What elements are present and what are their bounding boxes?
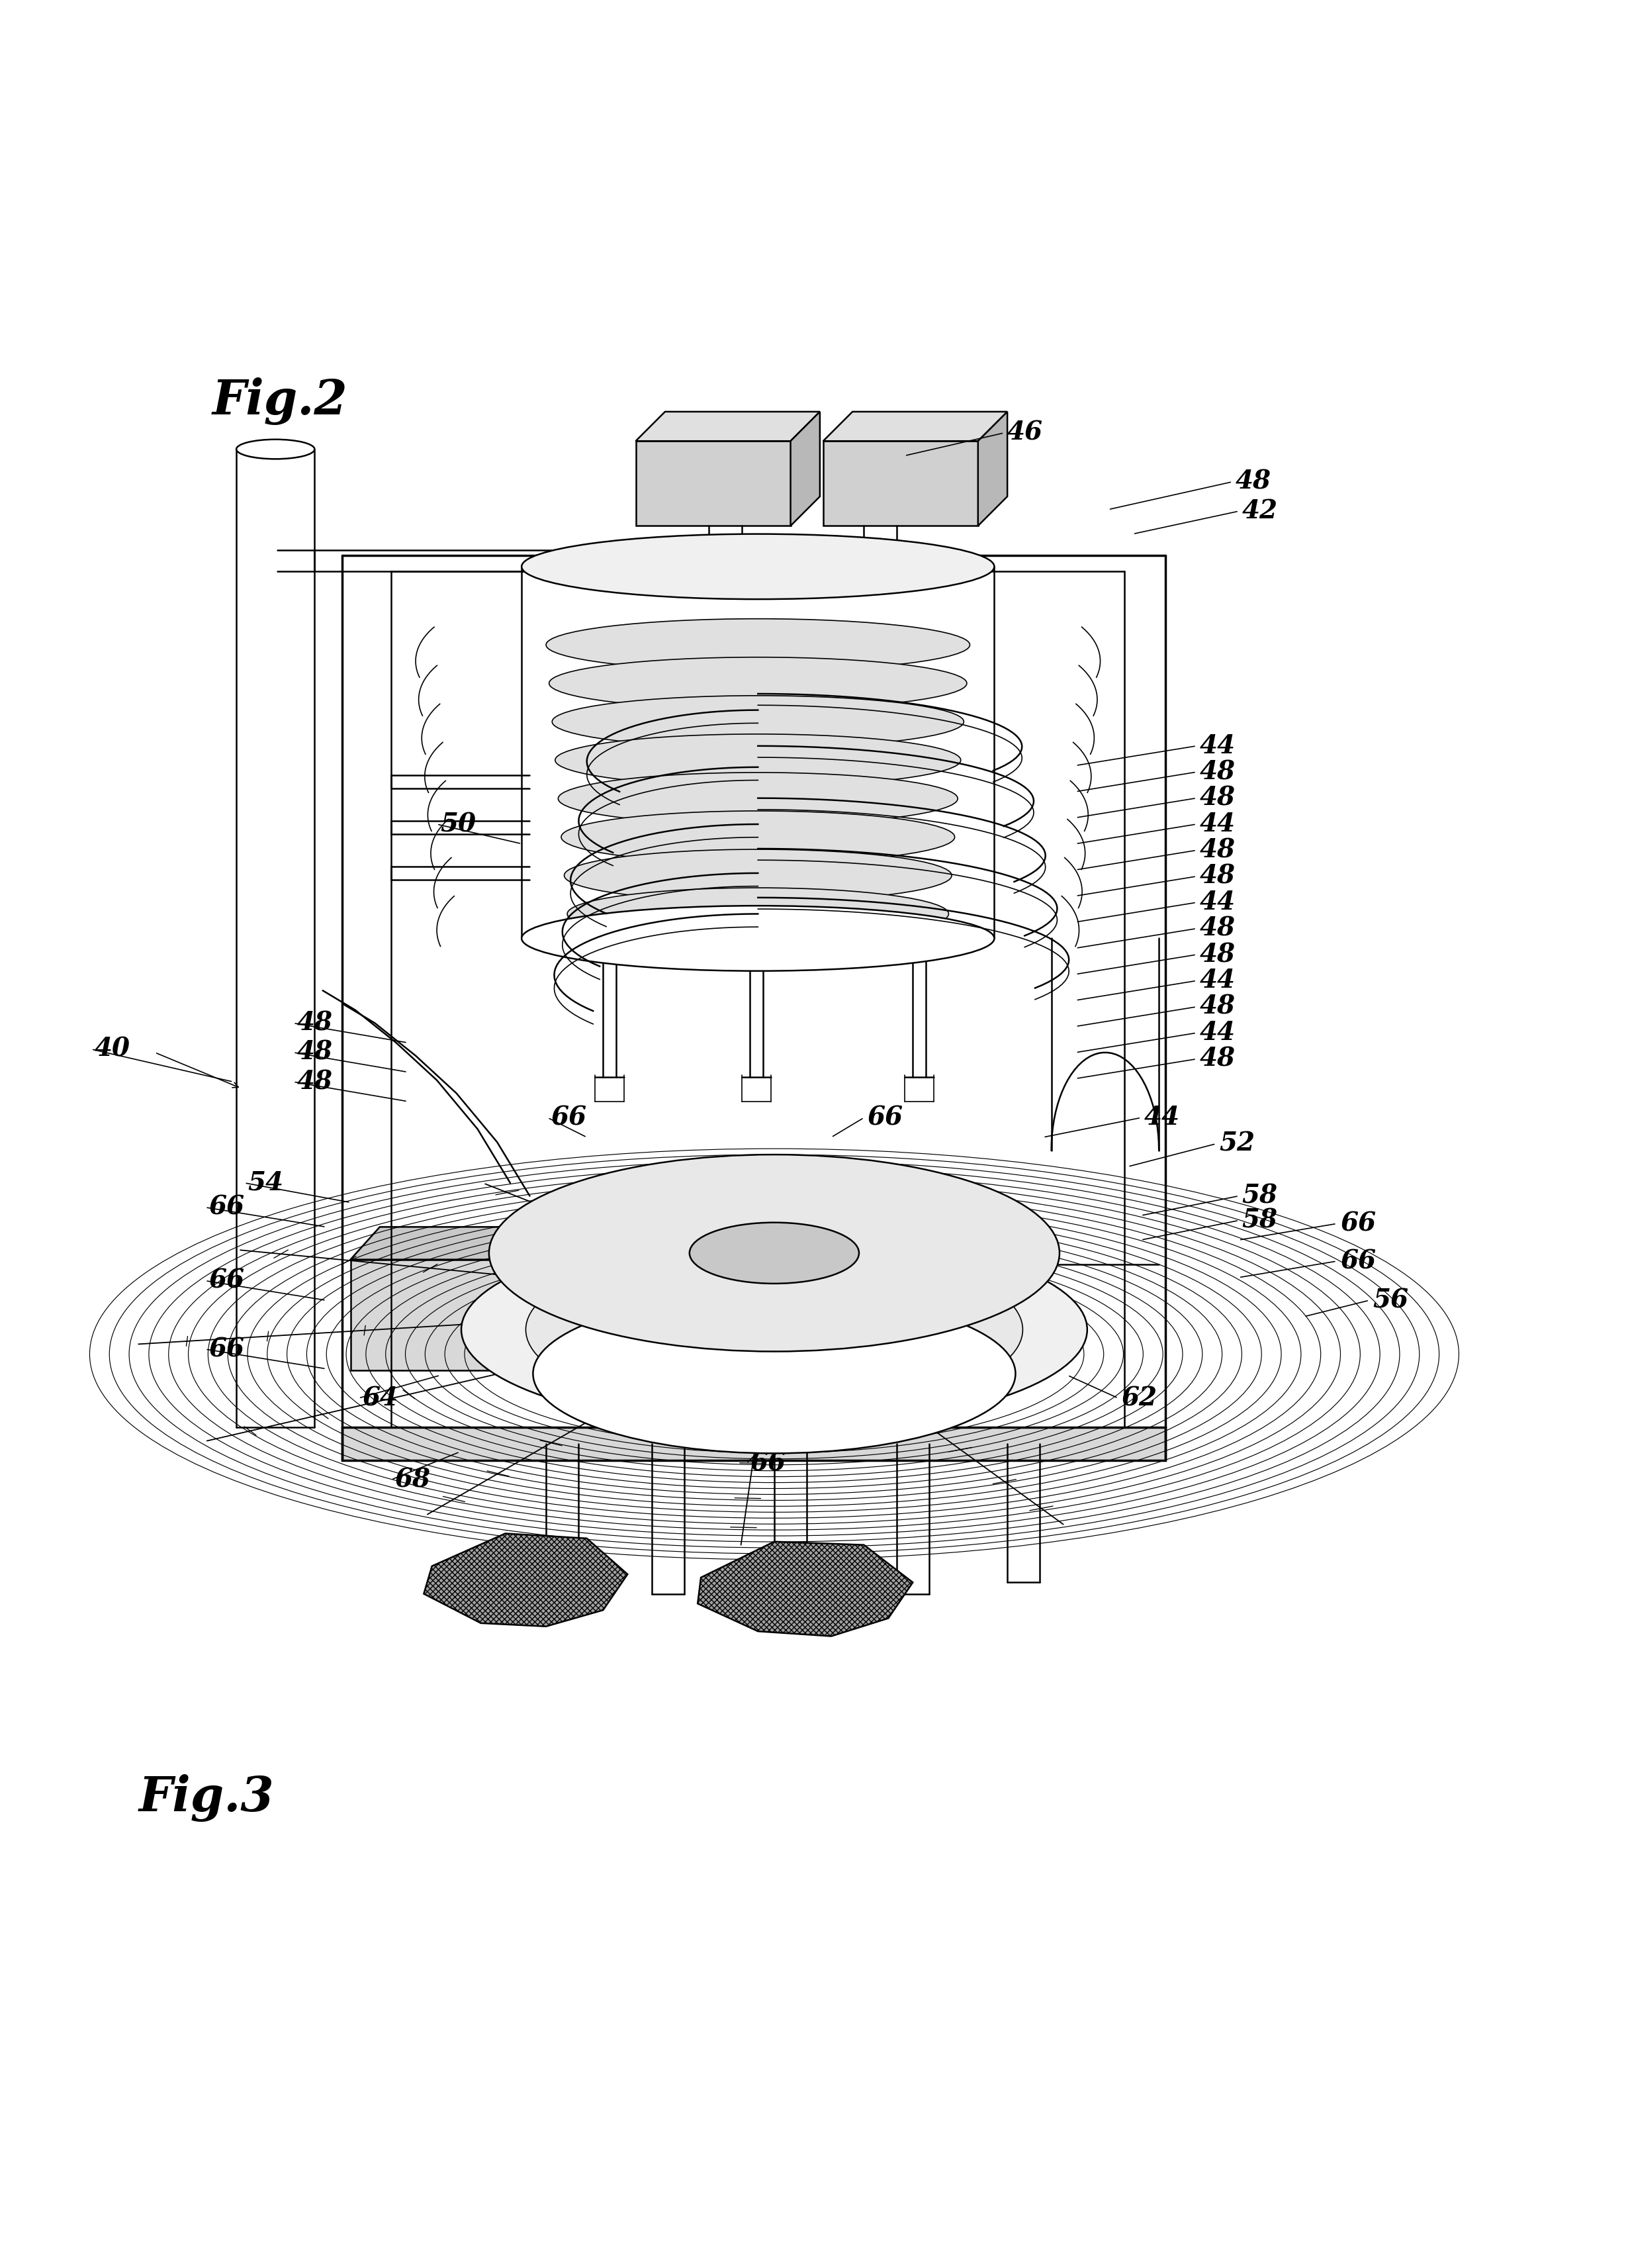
Text: 66: 66 (209, 1268, 244, 1293)
Text: 64: 64 (362, 1386, 398, 1411)
Bar (342, 1427, 1165, 1461)
Ellipse shape (553, 696, 963, 748)
Polygon shape (522, 1227, 551, 1370)
Text: 60: 60 (835, 1411, 870, 1438)
Text: 58: 58 (1242, 1184, 1278, 1209)
Text: 42: 42 (1242, 499, 1278, 524)
Text: 44: 44 (1144, 1105, 1180, 1129)
Text: 40: 40 (95, 1036, 130, 1061)
Polygon shape (823, 413, 1007, 440)
Ellipse shape (236, 440, 315, 458)
Ellipse shape (533, 1193, 1015, 1352)
Bar (636, 440, 791, 526)
Text: 48: 48 (1200, 785, 1236, 810)
Text: 48: 48 (1200, 837, 1236, 862)
Text: 48: 48 (1200, 864, 1236, 889)
Ellipse shape (561, 812, 955, 864)
Text: 44: 44 (1200, 889, 1236, 914)
Text: 48: 48 (1200, 916, 1236, 941)
Text: 66: 66 (1340, 1211, 1376, 1236)
Bar (350, 1259, 522, 1370)
Text: 56: 56 (1372, 1288, 1408, 1313)
Ellipse shape (533, 1295, 1015, 1454)
Polygon shape (424, 1533, 628, 1626)
Polygon shape (350, 1227, 551, 1259)
Text: 46: 46 (1007, 420, 1043, 445)
Text: 48: 48 (1200, 993, 1236, 1018)
Text: 48: 48 (297, 1012, 333, 1036)
Text: 52: 52 (1219, 1132, 1255, 1157)
Text: 66: 66 (551, 1105, 587, 1129)
Text: 66: 66 (893, 1363, 929, 1388)
Ellipse shape (522, 533, 994, 599)
Text: 48: 48 (297, 1041, 333, 1066)
Ellipse shape (557, 773, 958, 826)
Text: 44: 44 (1200, 968, 1236, 993)
Ellipse shape (489, 1154, 1060, 1352)
Text: 48: 48 (1200, 1046, 1236, 1070)
Polygon shape (978, 413, 1007, 526)
Text: 66: 66 (209, 1195, 244, 1220)
Text: 58: 58 (1242, 1209, 1278, 1234)
Text: 66: 66 (209, 1336, 244, 1361)
Ellipse shape (522, 905, 994, 971)
Text: Fig.3: Fig.3 (139, 1774, 274, 1821)
Text: 66: 66 (750, 1452, 786, 1476)
Ellipse shape (546, 619, 970, 671)
Text: Fig.2: Fig.2 (212, 376, 347, 424)
Ellipse shape (564, 848, 952, 903)
Text: 54: 54 (248, 1170, 284, 1195)
Ellipse shape (461, 1232, 1087, 1429)
Text: 66: 66 (867, 1105, 903, 1129)
Text: 48: 48 (297, 1068, 333, 1095)
Polygon shape (636, 413, 820, 440)
Text: 62: 62 (1121, 1386, 1157, 1411)
Text: 66: 66 (1340, 1250, 1376, 1275)
Polygon shape (791, 413, 820, 526)
Text: 48: 48 (1200, 760, 1236, 785)
Text: 48: 48 (1236, 469, 1271, 494)
Text: 44: 44 (1200, 1021, 1236, 1046)
Ellipse shape (567, 887, 949, 939)
Text: 48: 48 (1200, 941, 1236, 966)
Text: 66: 66 (611, 1354, 647, 1379)
Text: 50: 50 (440, 812, 476, 837)
Text: 44: 44 (1200, 733, 1236, 758)
Ellipse shape (549, 658, 967, 710)
Ellipse shape (526, 1243, 1022, 1415)
Ellipse shape (689, 1222, 859, 1284)
Bar (823, 440, 978, 526)
Ellipse shape (556, 735, 960, 787)
Text: 44: 44 (1200, 812, 1236, 837)
Text: 68: 68 (394, 1467, 430, 1492)
Polygon shape (698, 1542, 913, 1635)
